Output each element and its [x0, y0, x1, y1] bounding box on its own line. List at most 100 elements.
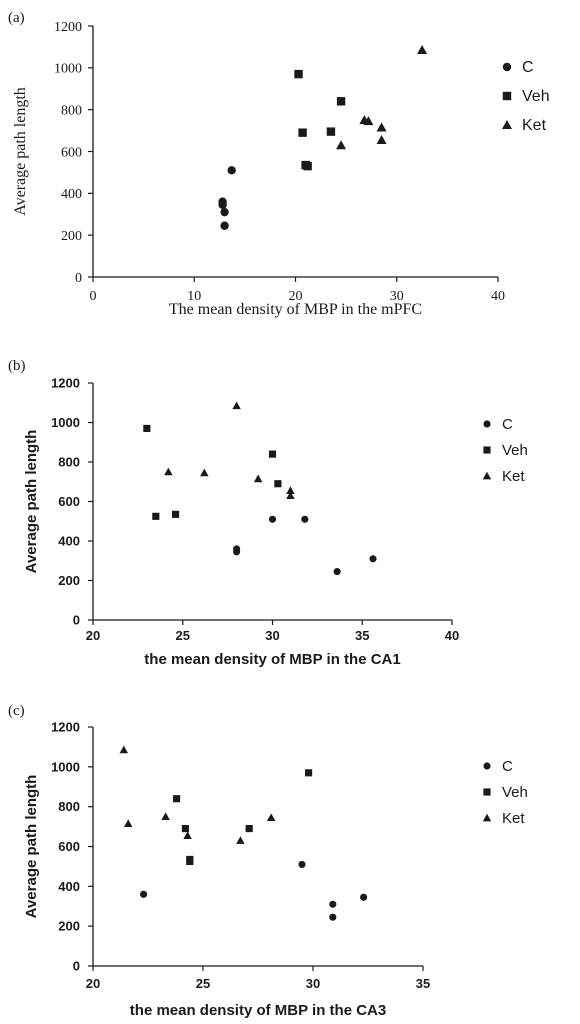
data-point-c	[140, 890, 148, 898]
data-point-veh	[268, 450, 277, 458]
x-tick-label: 20	[86, 976, 100, 991]
legend-label-ket: Ket	[502, 468, 525, 485]
legend-label-ket: Ket	[502, 810, 525, 827]
legend-label-veh: Veh	[502, 442, 528, 459]
data-point-c	[333, 568, 341, 576]
y-tick-label: 0	[73, 613, 80, 628]
panel-label: (c)	[8, 703, 25, 719]
y-tick-label: 600	[58, 839, 80, 854]
data-point-c	[233, 548, 241, 556]
y-tick-label: 600	[61, 145, 82, 160]
x-axis-label: the mean density of MBP in the CA1	[144, 651, 400, 668]
x-tick-label: 30	[390, 289, 404, 304]
legend-marker-ket	[482, 471, 492, 480]
chart-panel-1: (a) 0 200 400 600 800 1000 1200 0 10 20 30 40 The mea…	[8, 10, 550, 318]
y-tick-label: 800	[61, 104, 82, 119]
y-tick-label: 800	[58, 799, 80, 814]
data-point-veh	[298, 128, 307, 137]
data-point-c	[220, 221, 229, 230]
y-tick-label: 1000	[51, 759, 80, 774]
legend-label-c: C	[522, 59, 534, 76]
x-tick-label: 10	[187, 289, 201, 304]
legend-marker-c	[483, 762, 491, 770]
data-point-ket	[236, 836, 245, 844]
data-point-veh	[186, 857, 194, 866]
data-point-veh	[143, 424, 151, 432]
y-tick-label: 600	[58, 494, 80, 509]
data-point-ket	[161, 812, 170, 821]
data-point-veh	[172, 510, 180, 518]
data-point-veh	[305, 769, 313, 777]
x-tick-label: 35	[355, 628, 369, 643]
x-tick-label: 0	[90, 289, 97, 304]
y-tick-label: 1000	[54, 62, 82, 77]
legend-marker-c	[502, 62, 512, 72]
data-point-ket	[376, 134, 387, 144]
data-point-veh	[274, 480, 282, 488]
data-point-c	[220, 207, 229, 217]
data-point-veh	[336, 97, 346, 106]
legend-label-veh: Veh	[502, 784, 528, 801]
x-tick-label: 30	[265, 628, 279, 643]
data-point-veh	[294, 69, 303, 79]
y-tick-label: 1200	[51, 376, 80, 391]
data-point-veh	[303, 161, 312, 171]
x-tick-label: 35	[416, 976, 430, 991]
data-point-ket	[232, 401, 241, 410]
y-tick-label: 0	[75, 271, 82, 286]
y-tick-label: 1200	[54, 20, 82, 35]
data-point-ket	[376, 122, 387, 132]
legend-marker-veh	[483, 446, 491, 454]
chart-panel-3: (c) 0 200 400 600 800 1000 1200 20 25 30 35 the mean…	[8, 703, 528, 1019]
x-tick-label: 30	[306, 976, 320, 991]
data-point-ket	[253, 474, 263, 483]
data-point-ket	[164, 467, 173, 476]
data-point-ket	[336, 140, 347, 150]
data-point-ket	[200, 468, 209, 477]
data-point-veh	[173, 795, 181, 803]
legend-label-veh: Veh	[522, 88, 550, 105]
data-point-ket	[266, 813, 276, 822]
data-point-veh	[181, 825, 189, 833]
data-point-ket	[123, 819, 133, 827]
data-point-veh	[152, 512, 160, 520]
legend-label-ket: Ket	[522, 117, 547, 134]
data-point-c	[369, 555, 377, 563]
legend-marker-c	[483, 420, 491, 428]
data-point-veh	[326, 127, 336, 136]
y-tick-label: 1200	[51, 720, 80, 735]
y-tick-label: 400	[58, 534, 80, 549]
x-tick-label: 40	[445, 628, 459, 643]
y-axis-label: Average path length	[12, 87, 29, 216]
x-tick-label: 25	[176, 628, 190, 643]
legend-marker-ket	[482, 813, 492, 822]
data-point-ket	[363, 116, 374, 126]
data-point-ket	[119, 745, 129, 754]
y-tick-label: 400	[61, 187, 82, 202]
data-point-c	[301, 515, 309, 523]
data-point-c	[227, 166, 236, 175]
data-point-c	[329, 900, 337, 908]
x-tick-label: 20	[86, 628, 100, 643]
y-tick-label: 200	[58, 573, 80, 588]
chart-panel-2: (b) 0 200 400 600 800 1000 1200 20 25 30 35 40 the me…	[8, 358, 528, 668]
y-axis-label: Average path length	[23, 775, 40, 919]
data-point-c	[329, 913, 337, 921]
y-tick-label: 800	[58, 455, 80, 470]
x-axis-label: the mean density of MBP in the CA3	[130, 1002, 386, 1019]
y-tick-label: 0	[73, 959, 80, 974]
data-point-ket	[183, 831, 192, 839]
data-point-c	[268, 515, 277, 523]
x-tick-label: 40	[491, 289, 505, 304]
legend-label-c: C	[502, 416, 513, 433]
y-tick-label: 200	[58, 919, 80, 934]
data-point-ket	[286, 491, 295, 499]
x-axis-label: The mean density of MBP in the mPFC	[169, 301, 422, 318]
data-point-c	[298, 860, 306, 868]
panel-label: (a)	[8, 10, 25, 26]
y-axis-label: Average path length	[23, 430, 40, 574]
panel-label: (b)	[8, 358, 26, 374]
y-tick-label: 400	[58, 879, 80, 894]
data-point-veh	[245, 825, 253, 833]
